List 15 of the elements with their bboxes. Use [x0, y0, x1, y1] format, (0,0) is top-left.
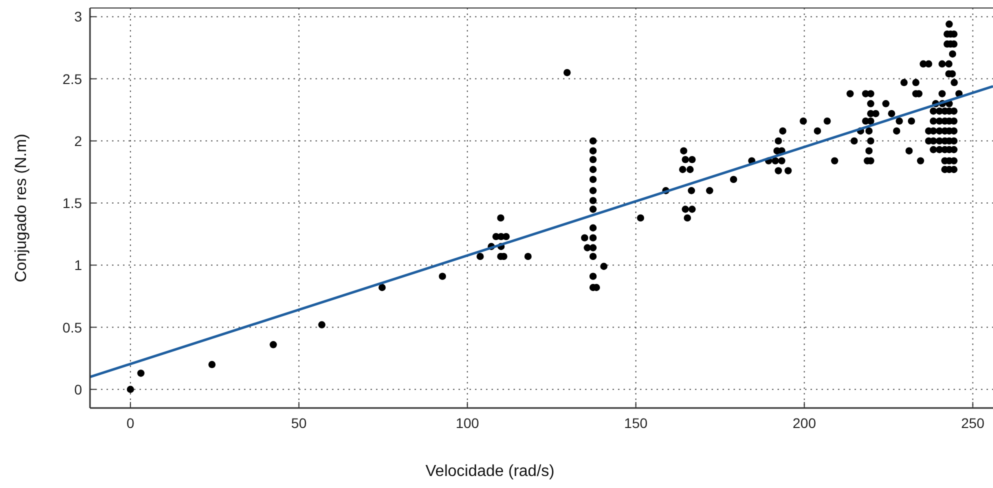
x-tick-label: 150: [624, 415, 648, 431]
y-tick-label: 2.5: [62, 70, 82, 87]
x-axis-title: Velocidade (rad/s): [426, 463, 554, 480]
x-tick-label: 100: [456, 415, 480, 431]
x-tick-label: 50: [291, 415, 307, 431]
x-tick-label: 200: [792, 415, 816, 431]
y-tick-label: 3: [74, 8, 82, 25]
y-tick-label: 0: [74, 381, 82, 398]
y-tick-label: 2: [74, 132, 82, 149]
x-tick-label: 0: [126, 415, 135, 431]
x-tick-label: 250: [961, 415, 985, 431]
y-tick-label: 0.5: [62, 319, 82, 336]
y-tick-label: 1.5: [62, 195, 82, 212]
y-tick-label: 1: [74, 257, 82, 274]
y-axis-title: Conjugado res (N.m): [13, 134, 30, 282]
